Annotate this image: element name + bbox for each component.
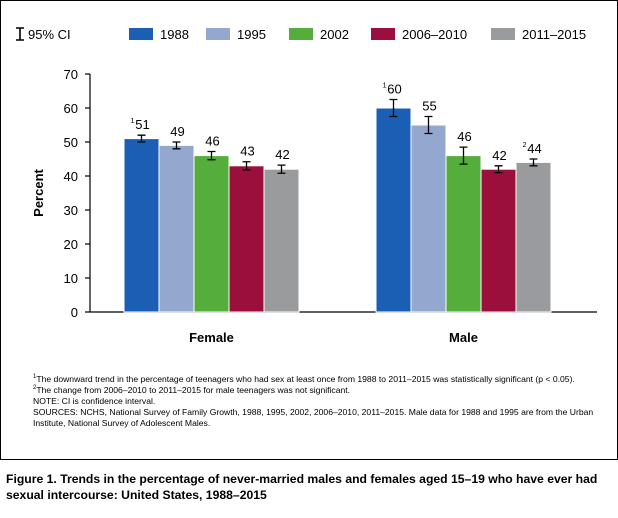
data-label: 60 xyxy=(387,82,401,97)
legend-swatch-3 xyxy=(289,28,313,40)
data-label-footnote-mark: 1 xyxy=(131,118,135,125)
figure-caption-text: Trends in the percentage of never-marrie… xyxy=(6,472,598,502)
error-bar xyxy=(277,164,286,174)
legend-ci-item xyxy=(16,27,24,41)
y-tick-label: 40 xyxy=(64,169,78,184)
footnote-1: 1The downward trend in the percentage of… xyxy=(33,374,603,385)
footnote-note: NOTE: CI is confidence interval. xyxy=(33,396,156,406)
figure-label: Figure 1. xyxy=(6,472,57,486)
legend-label-4: 2006–2010 xyxy=(402,27,467,42)
footnote-2: 2The change from 2006–2010 to 2011–2015 … xyxy=(33,385,603,396)
footnote-2-text: The change from 2006–2010 to 2011–2015 f… xyxy=(36,385,351,395)
data-label: 49 xyxy=(170,124,184,139)
error-bar xyxy=(529,158,538,167)
y-tick-label: 50 xyxy=(64,135,78,150)
error-bar xyxy=(207,150,216,161)
error-bar xyxy=(494,165,503,174)
error-bar xyxy=(424,115,433,135)
legend-swatch-2 xyxy=(206,28,230,40)
y-tick-label: 70 xyxy=(64,67,78,82)
figure-frame: 95% CI 1988 1995 2002 2006–2010 2011–2015 0 10 2… xyxy=(0,0,618,460)
bar-male-3 xyxy=(445,155,482,313)
figure-caption: Figure 1. Trends in the percentage of ne… xyxy=(6,471,612,503)
footnote-1-text: The downward trend in the percentage of … xyxy=(36,374,575,384)
error-bar xyxy=(137,134,146,143)
data-label: 46 xyxy=(457,129,471,144)
y-tick-label: 30 xyxy=(64,203,78,218)
footnote-2-mark: 2 xyxy=(33,385,37,392)
data-label: 51 xyxy=(135,117,149,132)
data-label: 42 xyxy=(492,148,506,163)
legend-label-2: 1995 xyxy=(237,27,266,42)
error-bar xyxy=(242,161,251,171)
bar-male-5 xyxy=(515,161,552,313)
legend-label-1: 1988 xyxy=(160,27,189,42)
footnote-1-mark: 1 xyxy=(33,374,37,381)
bar-female-2 xyxy=(158,144,195,313)
error-bar xyxy=(172,141,181,150)
data-label-footnote-mark: 2 xyxy=(523,142,527,149)
bar-male-2 xyxy=(410,124,447,313)
x-category-label-female: Female xyxy=(189,330,234,345)
bar-male-1 xyxy=(375,107,412,313)
bar-female-3 xyxy=(193,155,230,313)
data-label: 42 xyxy=(275,147,289,162)
bar-female-5 xyxy=(263,168,300,313)
bar-chart: 95% CI 1988 1995 2002 2006–2010 2011–2015 0 10 2… xyxy=(16,27,597,345)
y-tick-label: 60 xyxy=(64,101,78,116)
ci-icon xyxy=(16,27,24,41)
y-tick-label: 0 xyxy=(71,305,78,320)
data-label: 43 xyxy=(240,144,254,159)
bar-female-4 xyxy=(228,165,265,313)
legend-label-3: 2002 xyxy=(320,27,349,42)
error-bar xyxy=(459,146,468,165)
error-bar xyxy=(389,98,398,118)
data-label-footnote-mark: 1 xyxy=(383,83,387,90)
data-label: 46 xyxy=(205,134,219,149)
y-axis-label: Percent xyxy=(31,168,46,216)
data-label: 44 xyxy=(527,141,541,156)
footnotes: 1The downward trend in the percentage of… xyxy=(33,374,603,429)
y-tick-label: 10 xyxy=(64,271,78,286)
data-label: 55 xyxy=(422,99,436,114)
y-tick-label: 20 xyxy=(64,237,78,252)
legend-swatch-5 xyxy=(491,28,515,40)
bar-female-1 xyxy=(123,138,160,313)
x-category-label-male: Male xyxy=(449,330,478,345)
legend-label-5: 2011–2015 xyxy=(522,27,586,42)
bar-male-4 xyxy=(480,168,517,313)
legend-ci-label: 95% CI xyxy=(28,27,71,42)
legend-swatch-1 xyxy=(129,28,153,40)
legend-swatch-4 xyxy=(371,28,395,40)
footnote-sources: SOURCES: NCHS, National Survey of Family… xyxy=(33,407,594,428)
